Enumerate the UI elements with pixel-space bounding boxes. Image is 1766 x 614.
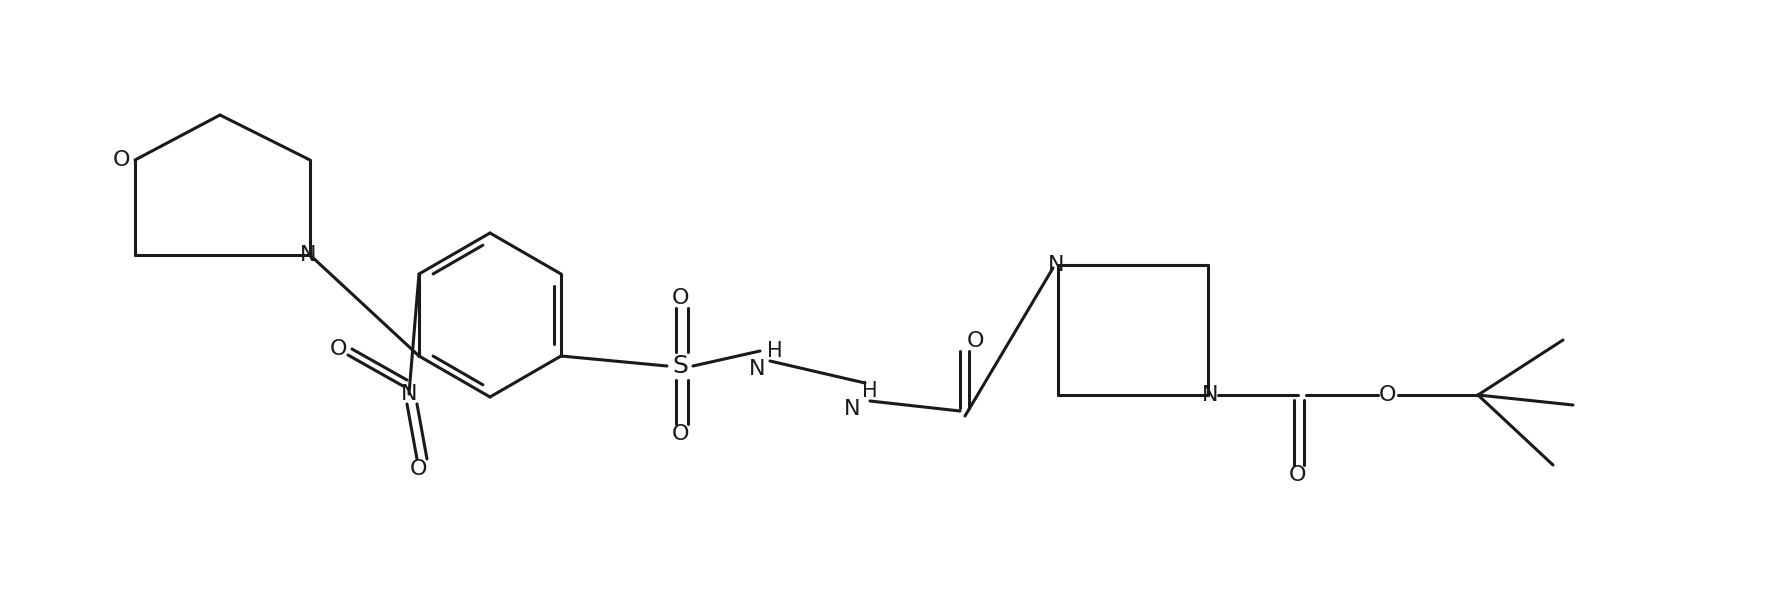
Text: N: N: [401, 384, 417, 404]
Text: N: N: [1047, 255, 1065, 275]
Text: N: N: [844, 399, 860, 419]
Text: N: N: [1201, 385, 1219, 405]
Text: H: H: [766, 341, 782, 361]
Text: O: O: [1289, 465, 1307, 485]
Text: O: O: [410, 459, 427, 479]
Text: N: N: [300, 245, 316, 265]
Text: S: S: [673, 354, 689, 378]
Text: H: H: [862, 381, 878, 401]
Text: O: O: [1379, 385, 1397, 405]
Text: O: O: [113, 150, 129, 170]
Text: O: O: [671, 424, 689, 444]
Text: N: N: [749, 359, 765, 379]
Text: O: O: [330, 339, 348, 359]
Text: O: O: [966, 331, 984, 351]
Text: O: O: [671, 288, 689, 308]
